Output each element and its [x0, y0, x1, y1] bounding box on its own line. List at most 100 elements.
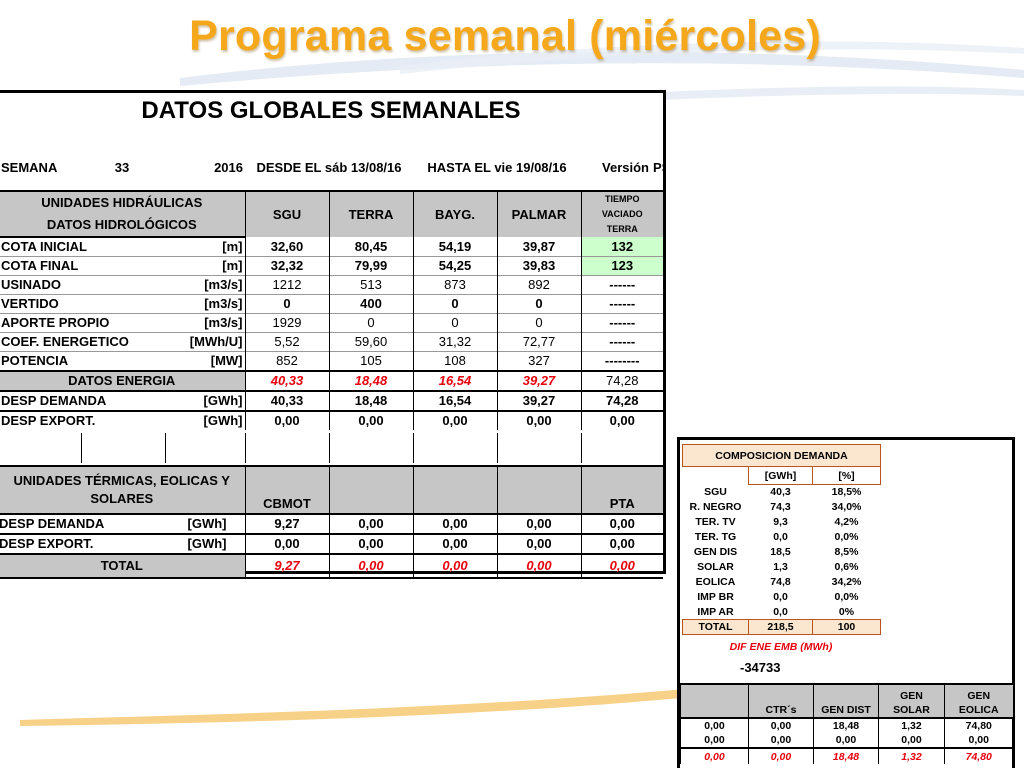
row-tiempo-value: --------	[580, 351, 663, 371]
dif-ene-label: DIF ENE EMB (MWh)	[729, 641, 833, 653]
spacer-grid	[0, 433, 663, 463]
unit-pct: [%]	[811, 466, 882, 485]
row-value: 39,83	[496, 256, 581, 276]
row-value: 873	[412, 275, 497, 295]
comp-pct: 18,5%	[831, 486, 862, 499]
comp-pct: 4,2%	[834, 516, 859, 528]
row-unit: [m3/s]	[204, 277, 243, 292]
row-label: COTA INICIAL	[1, 239, 87, 254]
gen-row: 0,00 0,00 0,00 0,00 0,00	[680, 733, 1013, 748]
desp-value: 0,00	[580, 411, 663, 430]
gen-header-cell: GEN DIST	[813, 683, 879, 718]
row-value: 32,32	[244, 256, 329, 276]
row-value: 79,99	[328, 256, 413, 276]
gen-table: CTR´s GEN DIST GEN SOLAR GEN EOLICA 0,00 0,0…	[680, 683, 1013, 764]
thermal-desp-row: DESP DEMANDA [GWh] 9,27 0,00 0,00 0,00 0,00	[0, 513, 663, 534]
row-value: 1212	[244, 275, 329, 295]
hydro-row: POTENCIA [MW] 852 105 108 327 --------	[0, 351, 663, 371]
col-cbmot: CBMOT	[244, 465, 329, 514]
row-unit: [MW]	[210, 353, 243, 368]
gen-total-value: 0,00	[680, 747, 749, 764]
row-unit: [MWh/U]	[189, 334, 243, 349]
thermal-row-value: 0,00	[244, 533, 329, 554]
comp-pct: 34,2%	[831, 576, 862, 588]
unit-gwh: [GWh]	[748, 466, 813, 485]
hydro-row: COEF. ENERGETICO [MWh/U] 5,52 59,60 31,32 72,…	[0, 332, 663, 352]
row-tiempo-value: ------	[580, 294, 663, 314]
gen-header-cell: GEN EOLICA	[944, 683, 1013, 718]
thermal-header-line1: UNIDADES TÉRMICAS, EOLICAS Y	[13, 473, 230, 488]
comp-pct: 8,5%	[834, 546, 859, 558]
composition-row: SOLAR 1,3 0,6%	[683, 560, 881, 575]
thermal-row-value: 0,00	[412, 533, 497, 554]
comp-gwh: 0,0	[773, 531, 788, 543]
hydro-header-line2: DATOS HIDROLÓGICOS	[0, 214, 245, 238]
version-label: Versión	[602, 160, 649, 175]
gen-value: 0,00	[680, 717, 749, 733]
thermal-row-value: 0,00	[496, 533, 581, 554]
semana-label: SEMANA	[1, 160, 58, 175]
gen-total-value: 18,48	[813, 747, 879, 764]
panel-heading: DATOS GLOBALES SEMANALES	[141, 97, 521, 124]
thermal-row-value: 0,00	[496, 513, 581, 534]
gen-total-row: 0,00 0,00 18,48 1,32 74,80	[680, 747, 1013, 764]
row-value: 400	[328, 294, 413, 314]
comp-label: EOLICA	[695, 576, 736, 588]
gen-value: 0,00	[680, 733, 749, 748]
total-value: 0,00	[328, 553, 413, 579]
row-value: 0	[412, 313, 497, 333]
row-unit: [m]	[222, 239, 243, 254]
row-value: 32,60	[244, 237, 329, 257]
desp-unit: [GWh]	[203, 413, 243, 428]
row-value: 108	[412, 351, 497, 371]
row-value: 0	[328, 313, 413, 333]
comp-pct: 0,0%	[834, 531, 859, 543]
row-value: 80,45	[328, 237, 413, 257]
energia-label: DATOS ENERGIA	[0, 370, 245, 391]
comp-gwh: 18,5	[770, 546, 791, 558]
row-label: COTA FINAL	[1, 258, 79, 273]
col-palmar: PALMAR	[496, 190, 581, 237]
row-value: 72,77	[496, 332, 581, 352]
hydro-row: COTA FINAL [m] 32,32 79,99 54,25 39,83 123	[0, 256, 663, 276]
composition-panel: COMPOSICION DEMANDA [GWh] [%] SGU 40,3 18,…	[677, 437, 1015, 768]
row-label: APORTE PROPIO	[1, 315, 110, 330]
row-value: 892	[496, 275, 581, 295]
comp-label: R. NEGRO	[689, 501, 742, 513]
row-tiempo-value: 132	[580, 237, 663, 257]
gen-header-cell: CTR´s	[748, 683, 814, 718]
hydro-header-line1: UNIDADES HIDRÁULICAS	[0, 190, 245, 214]
total-value: 0,00	[496, 553, 581, 579]
col-sgu: SGU	[244, 190, 329, 237]
comp-gwh: 74,8	[770, 576, 791, 588]
thermal-header-line2: SOLARES	[90, 491, 154, 506]
comp-gwh: 40,3	[770, 486, 791, 499]
row-unit: [m]	[222, 258, 243, 273]
row-value: 105	[328, 351, 413, 371]
thermal-table: UNIDADES TÉRMICAS, EOLICAS Y SOLARES CBM…	[0, 465, 663, 579]
thermal-row-unit: [GWh]	[187, 536, 227, 551]
desp-value: 0,00	[412, 411, 497, 430]
comp-total-pct: 100	[811, 619, 882, 635]
row-tiempo-value: ------	[580, 332, 663, 352]
hasta-date: HASTA EL vie 19/08/16	[427, 160, 567, 175]
composition-row: GEN DIS 18,5 8,5%	[683, 545, 881, 560]
version-value: PS	[653, 160, 663, 175]
thermal-header: UNIDADES TÉRMICAS, EOLICAS Y SOLARES	[0, 465, 245, 514]
desp-value: 0,00	[244, 411, 329, 430]
comp-gwh: 9,3	[773, 516, 788, 528]
row-value: 54,25	[412, 256, 497, 276]
gen-header-cell: GEN SOLAR	[878, 683, 945, 718]
row-label: USINADO	[1, 277, 61, 292]
row-value: 852	[244, 351, 329, 371]
gen-value: 74,80	[944, 717, 1013, 733]
desp-value: 39,27	[496, 390, 581, 411]
desp-value: 40,33	[244, 390, 329, 411]
composition-row: TER. TV 9,3 4,2%	[683, 515, 881, 530]
comp-gwh: 0,0	[773, 591, 788, 603]
hydro-row: VERTIDO [m3/s] 0 400 0 0 ------	[0, 294, 663, 314]
row-value: 1929	[244, 313, 329, 333]
thermal-row-value: 0,00	[412, 513, 497, 534]
gen-header-cell	[680, 683, 749, 718]
gen-total-value: 0,00	[748, 747, 814, 764]
